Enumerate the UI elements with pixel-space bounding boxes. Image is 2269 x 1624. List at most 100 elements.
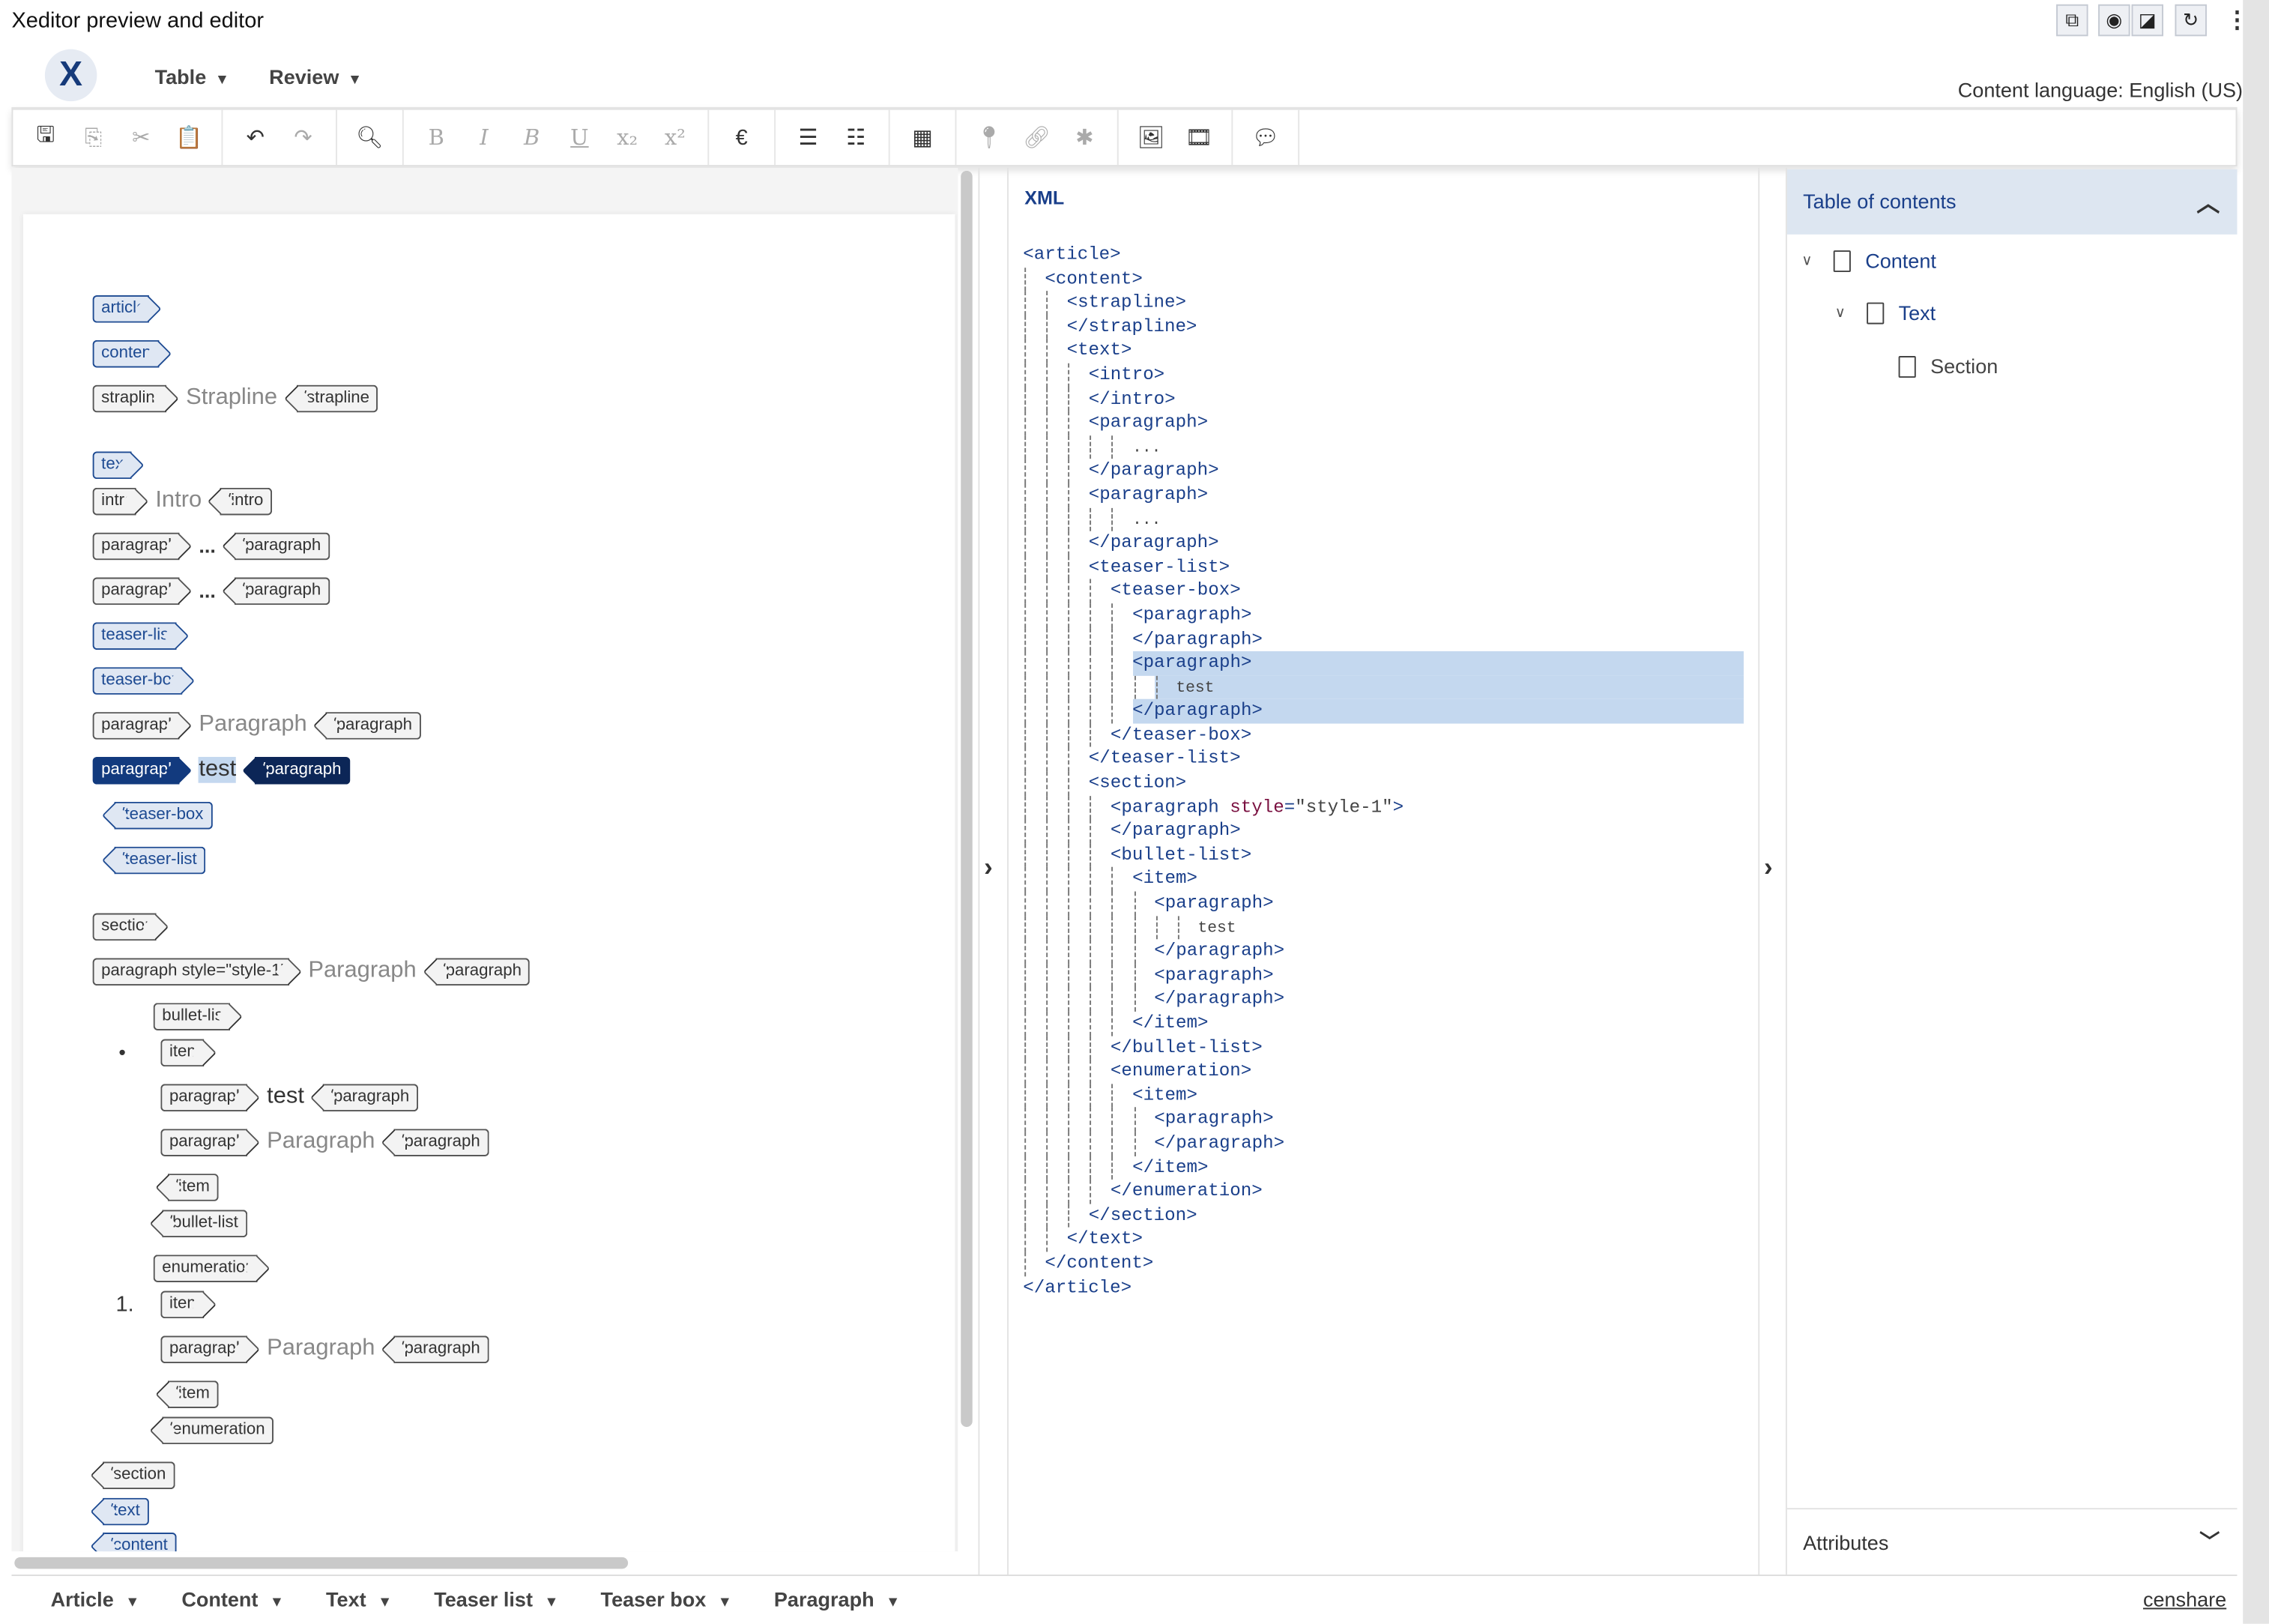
xml-line[interactable]: test <box>1023 675 1744 700</box>
xml-line[interactable]: </strapline> <box>1023 315 1404 339</box>
tag-article[interactable]: article <box>92 294 149 322</box>
xml-line[interactable]: <teaser-box> <box>1023 579 1404 604</box>
xml-line[interactable]: <paragraph style="style-1"> <box>1023 795 1404 820</box>
asterisk-icon[interactable]: ✱ <box>1075 126 1094 151</box>
save-icon[interactable]: 🖫 <box>36 122 55 148</box>
tag-item[interactable]: item <box>160 1290 204 1318</box>
tag-enumeration[interactable]: enumeration <box>153 1254 258 1282</box>
xml-line[interactable]: <paragraph> <box>1023 483 1404 507</box>
menu-table[interactable]: Table ▼ <box>155 65 229 88</box>
chevron-right-icon[interactable]: › <box>984 852 993 882</box>
xml-source[interactable]: <article> <content> <strapline> </strapline… <box>1023 243 1744 1299</box>
tag-intro[interactable]: intro <box>92 486 137 515</box>
tag-text[interactable]: text <box>92 450 131 479</box>
xml-line[interactable]: </paragraph> <box>1023 939 1404 964</box>
xml-line[interactable]: </paragraph> <box>1023 699 1744 724</box>
resize-button[interactable]: ◪ <box>2131 4 2163 37</box>
bold-icon[interactable]: B <box>428 124 444 151</box>
breadcrumb-item[interactable]: Teaser box ▼ <box>601 1587 732 1611</box>
xml-line[interactable]: </teaser-box> <box>1023 723 1404 748</box>
preview-horizontal-scrollbar[interactable] <box>14 1557 629 1569</box>
xml-line[interactable]: <paragraph> <box>1023 603 1404 628</box>
tag-paragraph[interactable]: paragraph <box>92 711 181 739</box>
cut-icon[interactable]: ✂ <box>132 126 151 151</box>
paragraph-placeholder[interactable]: Paragraph <box>308 958 417 983</box>
paragraph-placeholder[interactable]: Paragraph <box>199 712 307 737</box>
image-icon[interactable]: 🖼︎ <box>1137 126 1165 151</box>
xml-line[interactable]: <content> <box>1023 267 1404 292</box>
tag-paragraph[interactable]: paragraph <box>92 531 181 560</box>
toc-item-text[interactable]: ∨ Text <box>1835 301 1936 325</box>
chevron-down-icon[interactable]: ∨ <box>1834 304 1846 321</box>
intro-text[interactable]: Intro <box>155 487 202 513</box>
xml-line[interactable]: </article> <box>1023 1276 1404 1299</box>
bullet-list-icon[interactable]: ☷ <box>846 126 866 151</box>
pin-icon[interactable]: 📍︎ <box>975 126 1003 151</box>
comment-icon[interactable]: 💬︎ <box>1251 126 1280 151</box>
tag-paragraph-close[interactable]: /paragraph <box>393 1335 489 1363</box>
paste-icon[interactable]: 📋 <box>175 126 203 151</box>
chevron-down-icon[interactable]: ﹀ <box>2199 1530 2220 1554</box>
censhare-link[interactable]: censhare <box>2142 1587 2227 1611</box>
xml-line[interactable]: </paragraph> <box>1023 819 1404 844</box>
xml-line[interactable]: <paragraph> <box>1023 1108 1404 1132</box>
tag-paragraph[interactable]: paragraph <box>92 576 181 605</box>
tag-paragraph[interactable]: paragraph <box>160 1083 249 1111</box>
refresh-button[interactable]: ↻ <box>2175 4 2207 37</box>
xml-line[interactable]: </paragraph> <box>1023 531 1404 555</box>
tag-item[interactable]: item <box>160 1038 204 1066</box>
tag-paragraph-styled[interactable]: paragraph style="style-1" <box>92 957 290 985</box>
paragraph-placeholder[interactable]: Paragraph <box>267 1129 375 1154</box>
preview-vertical-scrollbar[interactable] <box>961 170 973 1428</box>
xml-line[interactable]: </paragraph> <box>1023 627 1404 652</box>
tag-section[interactable]: section <box>92 912 157 941</box>
tag-paragraph-close[interactable]: /paragraph <box>393 1128 489 1156</box>
attributes-header[interactable]: Attributes ﹀ <box>1786 1508 2238 1576</box>
paragraph-placeholder[interactable]: Paragraph <box>267 1335 375 1361</box>
ordered-list-icon[interactable]: ☰ <box>798 126 818 151</box>
search-icon[interactable]: 🔍︎ <box>355 126 384 151</box>
superscript-icon[interactable]: x² <box>664 124 686 151</box>
chevron-down-icon[interactable]: ∨ <box>1801 252 1813 269</box>
video-icon[interactable]: 🎞︎ <box>1185 126 1213 151</box>
tag-teaser-list[interactable]: teaser-list <box>92 621 177 650</box>
xml-line[interactable]: <item> <box>1023 1083 1404 1108</box>
menu-review[interactable]: Review ▼ <box>269 65 362 88</box>
tag-strapline[interactable]: strapline <box>92 384 167 412</box>
xml-line[interactable]: ... <box>1023 507 1404 531</box>
toc-item-content[interactable]: ∨ Content <box>1801 249 1936 272</box>
xml-line[interactable]: </text> <box>1023 1228 1404 1252</box>
xml-line[interactable]: <paragraph> <box>1023 411 1404 435</box>
subscript-icon[interactable]: x₂ <box>617 124 638 151</box>
toc-item-section[interactable]: Section <box>1867 354 1998 378</box>
tag-paragraph-close[interactable]: /paragraph <box>323 1083 418 1111</box>
tag-paragraph[interactable]: paragraph <box>160 1128 249 1156</box>
chevron-right-icon[interactable]: › <box>1764 852 1773 882</box>
xml-line[interactable]: <item> <box>1023 867 1404 892</box>
xml-line[interactable]: <enumeration> <box>1023 1059 1404 1084</box>
tag-paragraph-close[interactable]: /paragraph <box>235 576 330 605</box>
xml-line[interactable]: </paragraph> <box>1023 987 1404 1012</box>
tag-bullet-list-close[interactable]: /bullet-list <box>162 1209 247 1237</box>
tag-item-close[interactable]: /item <box>168 1380 219 1407</box>
breadcrumb-item[interactable]: Text ▼ <box>326 1587 392 1611</box>
tag-paragraph-close[interactable]: /paragraph <box>325 711 421 739</box>
tag-teaser-list-close[interactable]: /teaser-list <box>114 845 206 874</box>
tag-content-close[interactable]: /content <box>103 1532 177 1552</box>
xml-line[interactable]: </content> <box>1023 1252 1404 1276</box>
tag-paragraph-close-selected[interactable]: /paragraph <box>255 755 351 784</box>
xml-line[interactable]: <paragraph> <box>1023 891 1404 916</box>
breadcrumb-item[interactable]: Teaser list ▼ <box>434 1587 558 1611</box>
underline-icon[interactable]: U <box>570 124 589 151</box>
tag-text-close[interactable]: /text <box>103 1497 149 1525</box>
bold-italic-icon[interactable]: B <box>524 124 540 151</box>
xml-line[interactable]: </bullet-list> <box>1023 1035 1404 1060</box>
copy-icon[interactable]: ⎘ <box>84 125 103 150</box>
xml-line[interactable]: <paragraph> <box>1023 963 1404 988</box>
tag-item-close[interactable]: /item <box>168 1173 219 1201</box>
xml-line[interactable]: </item> <box>1023 1011 1404 1036</box>
collapsed-ellipsis[interactable]: ... <box>199 534 216 558</box>
xml-line[interactable]: ... <box>1023 435 1404 459</box>
link-icon[interactable]: 🔗︎ <box>1023 126 1051 151</box>
preview-button[interactable]: ◉ <box>2098 4 2130 37</box>
